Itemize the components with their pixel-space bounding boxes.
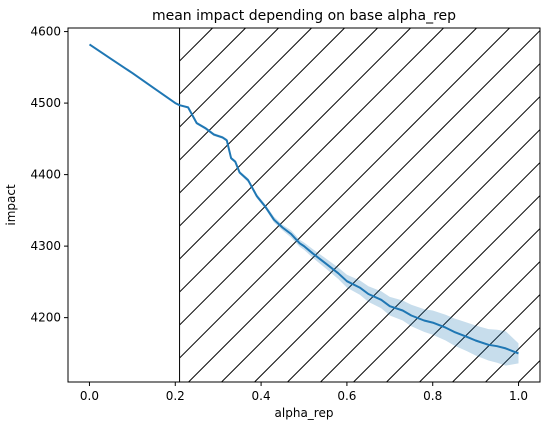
- y-axis: 4200 4300 4400 4500 4600: [30, 25, 68, 325]
- hatch-line: [188, 29, 540, 382]
- series-line: [88, 43, 519, 355]
- x-tick-label: 0.8: [423, 389, 442, 403]
- hatch-line: [179, 28, 510, 359]
- hatch-line: [179, 28, 312, 161]
- hatch-line: [452, 293, 540, 382]
- x-tick-label: 1.0: [509, 389, 528, 403]
- hatch-line: [179, 28, 444, 293]
- hatch-line: [419, 260, 540, 382]
- x-tick-label: 0.2: [166, 389, 185, 403]
- hatch-line: [353, 194, 540, 382]
- y-tick-label: 4600: [30, 25, 61, 39]
- y-tick-label: 4500: [30, 96, 61, 110]
- hatched-region: [0, 28, 540, 382]
- y-tick-label: 4200: [30, 311, 61, 325]
- hatch-line: [179, 28, 180, 29]
- hatch-line: [179, 28, 279, 128]
- hatch-line: [386, 227, 540, 382]
- y-tick-label: 4300: [30, 239, 61, 253]
- x-axis: 0.0 0.2 0.4 0.6 0.8 1.0: [80, 382, 528, 403]
- hatch-line: [0, 28, 147, 382]
- x-tick-label: 0.4: [252, 389, 271, 403]
- hatch-line: [179, 28, 246, 95]
- x-tick-label: 0.0: [80, 389, 99, 403]
- hatch-line: [320, 161, 540, 382]
- y-tick-label: 4400: [30, 168, 61, 182]
- x-axis-label: alpha_rep: [275, 406, 334, 420]
- hatch-line: [287, 128, 540, 382]
- plot-frame: [67, 27, 541, 383]
- chart-title: mean impact depending on base alpha_rep: [152, 8, 456, 24]
- hatch-line: [179, 28, 345, 194]
- hatch-line: [254, 95, 540, 382]
- series-line-layer: [88, 43, 519, 355]
- x-tick-label: 0.6: [337, 389, 356, 403]
- hatch-line: [179, 28, 378, 227]
- hatch-lines: [0, 28, 540, 382]
- hatch-line: [221, 62, 540, 382]
- hatch-line: [179, 28, 213, 62]
- confidence-band: [89, 44, 519, 366]
- hatch-line: [179, 28, 477, 326]
- y-axis-label: impact: [4, 184, 18, 226]
- hatch-line: [518, 359, 540, 382]
- hatch-line: [179, 28, 411, 260]
- confidence-band-layer: [89, 44, 519, 366]
